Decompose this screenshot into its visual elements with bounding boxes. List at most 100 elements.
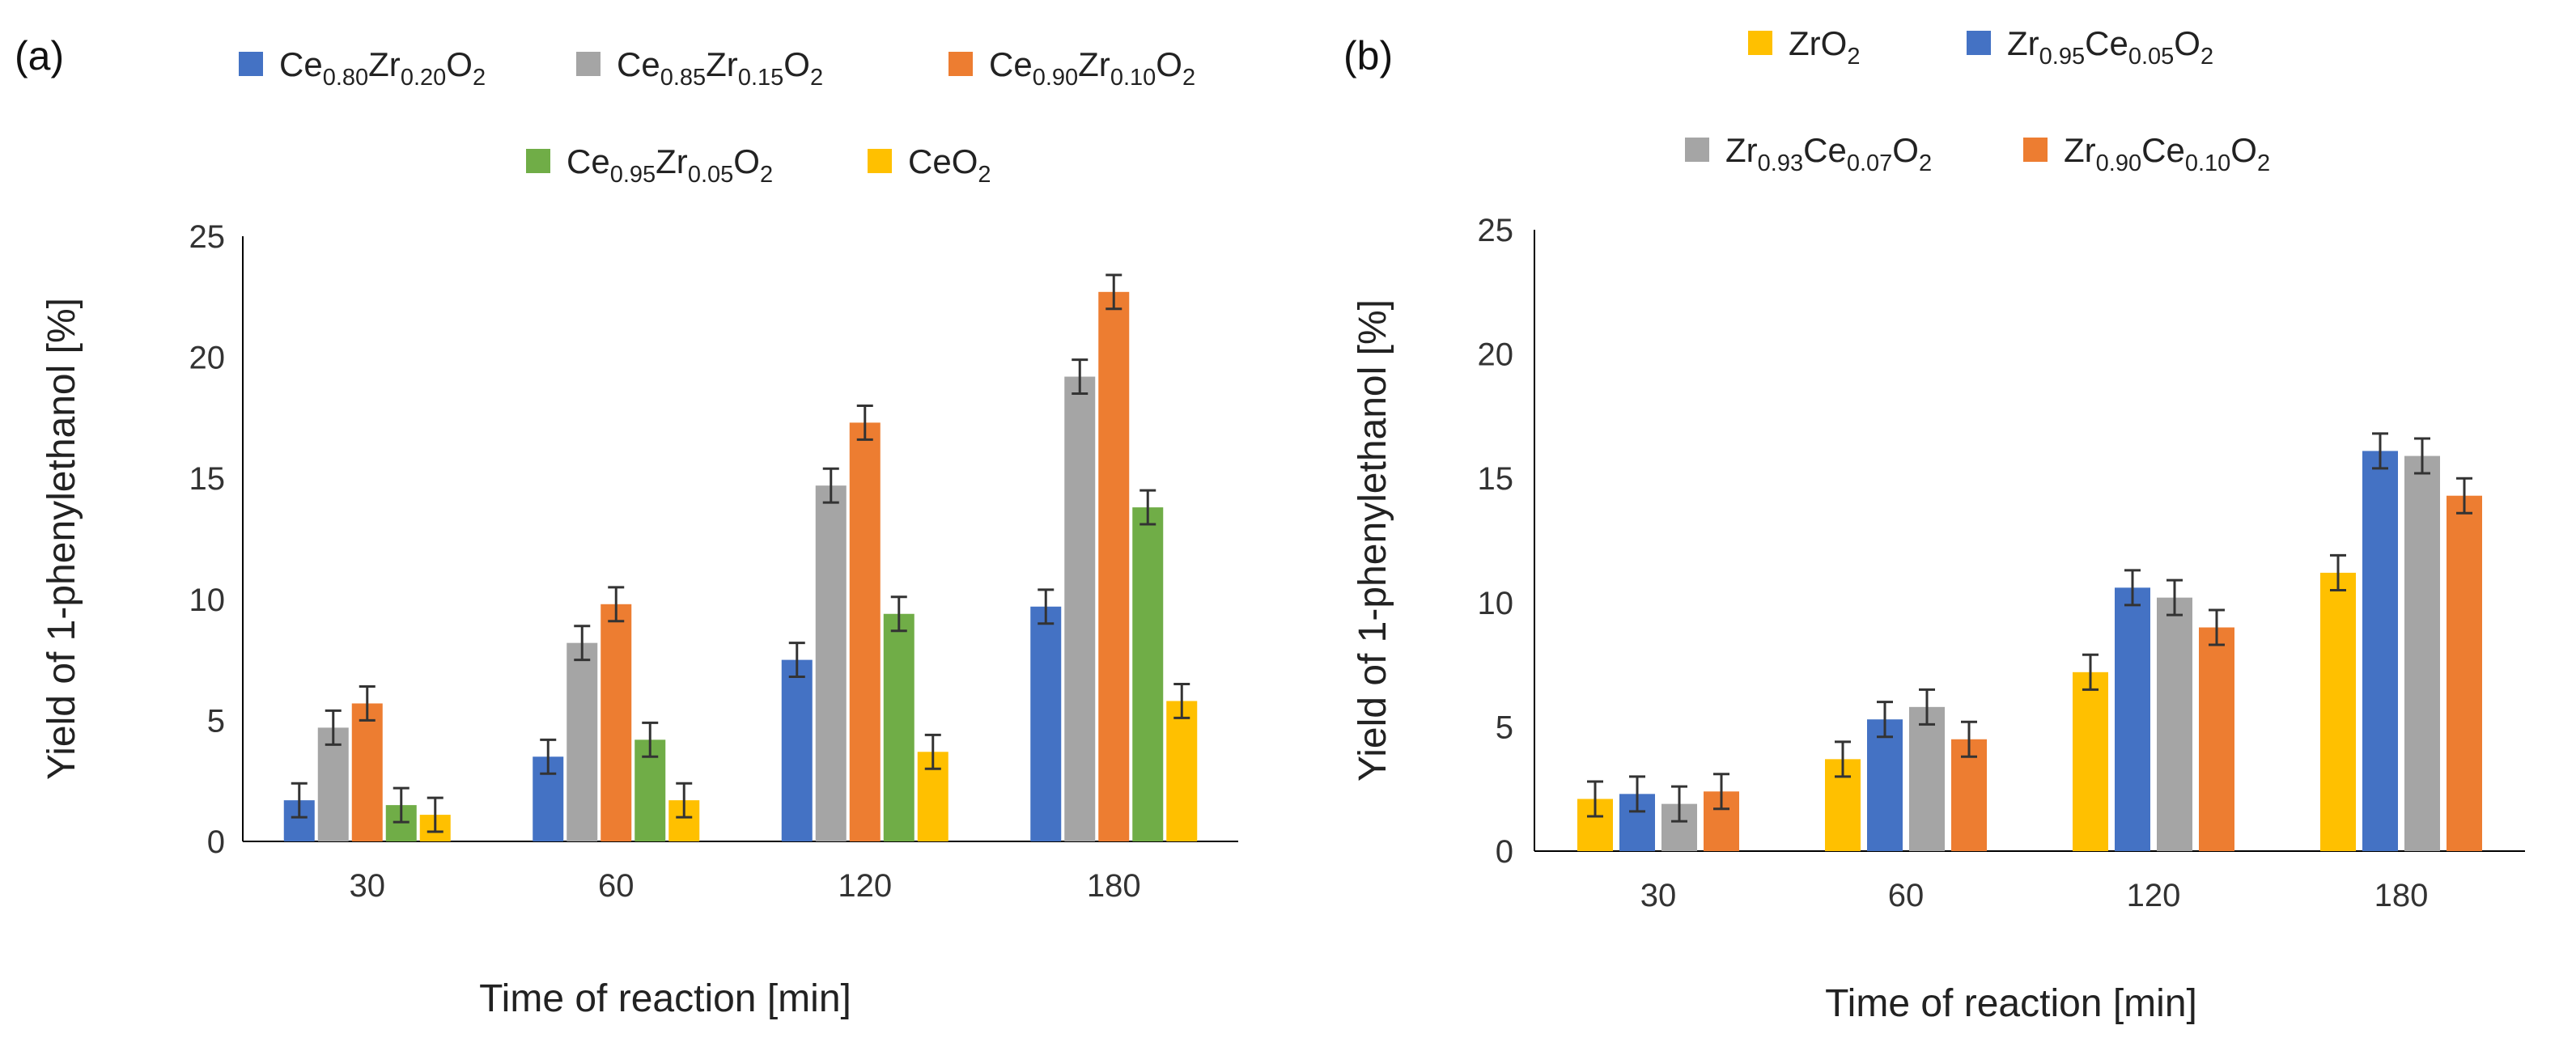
legend-item: Ce0.95Zr0.05O2: [526, 142, 773, 188]
bar: [1909, 706, 1945, 851]
bars-b: [1577, 432, 2482, 851]
panel-label-b: (b): [1343, 33, 1393, 78]
y-tick-label: 20: [189, 341, 226, 376]
error-bar: [788, 642, 805, 679]
bar: [2199, 627, 2234, 851]
y-ticks-a: 0 5 10 15 20 25: [189, 219, 226, 860]
error-bar: [856, 404, 873, 441]
error-bar: [1835, 740, 1851, 778]
error-bar: [1173, 683, 1190, 719]
error-bar: [540, 738, 557, 775]
x-tick-label: 180: [2374, 878, 2429, 913]
legend-swatch: [239, 52, 263, 76]
error-bar: [1961, 720, 1977, 758]
error-bar: [822, 467, 839, 504]
error-bar: [393, 786, 410, 824]
error-bar: [2209, 608, 2225, 646]
legend-swatch: [526, 149, 550, 173]
bar: [1166, 701, 1198, 841]
x-tick-label: 30: [1640, 878, 1677, 913]
error-bar: [676, 782, 693, 819]
legend-label: Ce0.95Zr0.05O2: [567, 142, 773, 188]
bar: [883, 613, 915, 841]
error-bar: [427, 796, 443, 833]
error-bar: [325, 709, 342, 746]
legend-swatch: [948, 52, 973, 76]
y-tick-label: 5: [1496, 710, 1513, 745]
legend-swatch: [576, 52, 601, 76]
legend-label: Zr0.95Ce0.05O2: [2007, 24, 2213, 70]
x-tick-label: 30: [350, 868, 386, 904]
error-bar: [608, 586, 625, 623]
y-tick-label: 15: [1478, 461, 1514, 497]
legend-label: CeO2: [908, 142, 991, 188]
x-tick-label: 60: [1888, 878, 1925, 913]
error-bar: [642, 721, 659, 758]
bar: [351, 703, 383, 841]
bar: [1098, 291, 1130, 841]
bar: [1951, 739, 1987, 851]
x-ticks-a: 30 60 120 180: [350, 868, 1141, 904]
legend-swatch: [1967, 31, 1991, 55]
x-tick-label: 120: [838, 868, 892, 904]
error-bar: [1629, 775, 1645, 813]
bar: [815, 485, 847, 841]
bar: [2115, 587, 2150, 851]
error-bar: [1072, 358, 1089, 395]
y-axis-title-b: Yield of 1-phenylethanol [%]: [1352, 299, 1394, 782]
error-bar: [2414, 437, 2430, 475]
legend-swatch: [1685, 138, 1709, 162]
error-bar: [2372, 432, 2388, 470]
x-axis-title-b: Time of reaction [min]: [1825, 982, 2197, 1025]
bar: [1132, 507, 1164, 841]
bar: [1030, 606, 1062, 841]
legend-item: Ce0.85Zr0.15O2: [576, 45, 823, 91]
legend-swatch: [1748, 31, 1772, 55]
bar: [1867, 719, 1903, 851]
legend-item: CeO2: [868, 142, 991, 188]
chart-panel-a: (a) Ce0.80Zr0.20O2 Ce0.85Zr0.15O2 Ce0.90Zr…: [15, 33, 1238, 1020]
y-tick-label: 15: [189, 461, 226, 497]
y-tick-label: 25: [189, 219, 226, 255]
x-axis-title-a: Time of reaction [min]: [479, 977, 851, 1020]
legend-label: Zr0.93Ce0.07O2: [1725, 131, 1932, 176]
x-tick-label: 60: [598, 868, 634, 904]
y-tick-label: 0: [1496, 834, 1513, 870]
error-bar: [1877, 701, 1893, 739]
error-bar: [2082, 653, 2099, 691]
legend-label: Zr0.90Ce0.10O2: [2064, 131, 2270, 176]
y-tick-label: 10: [1478, 586, 1514, 621]
error-bar: [291, 782, 308, 819]
panel-label-a: (a): [15, 33, 64, 78]
bar: [2157, 597, 2192, 851]
bar: [567, 642, 598, 841]
error-bar: [1139, 489, 1156, 526]
bars-a: [283, 273, 1198, 841]
error-bar: [1038, 588, 1055, 625]
error-bar: [2124, 569, 2141, 607]
bar: [2362, 451, 2398, 851]
y-axis-title-a: Yield of 1-phenylethanol [%]: [40, 298, 83, 780]
y-tick-label: 10: [189, 583, 226, 618]
bar: [2447, 495, 2482, 851]
legend-swatch: [2023, 138, 2048, 162]
legend-item: Ce0.80Zr0.20O2: [239, 45, 486, 91]
error-bar: [2166, 578, 2183, 616]
legend-label: Ce0.85Zr0.15O2: [617, 45, 823, 91]
legend-item: Ce0.90Zr0.10O2: [948, 45, 1195, 91]
legend-item: Zr0.93Ce0.07O2: [1685, 131, 1932, 176]
bar: [781, 659, 813, 841]
error-bar: [1587, 780, 1603, 818]
error-bar: [2456, 477, 2472, 515]
legend-item: ZrO2: [1748, 24, 1860, 70]
legend-label: Ce0.80Zr0.20O2: [279, 45, 486, 91]
bar: [2073, 672, 2108, 851]
error-bar: [1671, 785, 1687, 823]
bar: [2404, 455, 2440, 851]
error-bar: [924, 733, 941, 770]
error-bar: [2330, 553, 2346, 591]
x-tick-label: 180: [1087, 868, 1141, 904]
chart-panel-b: (b) ZrO2 Zr0.95Ce0.05O2 Zr0.93Ce0.07O2 Zr0.…: [1343, 24, 2525, 1025]
legend-label: Ce0.90Zr0.10O2: [989, 45, 1195, 91]
